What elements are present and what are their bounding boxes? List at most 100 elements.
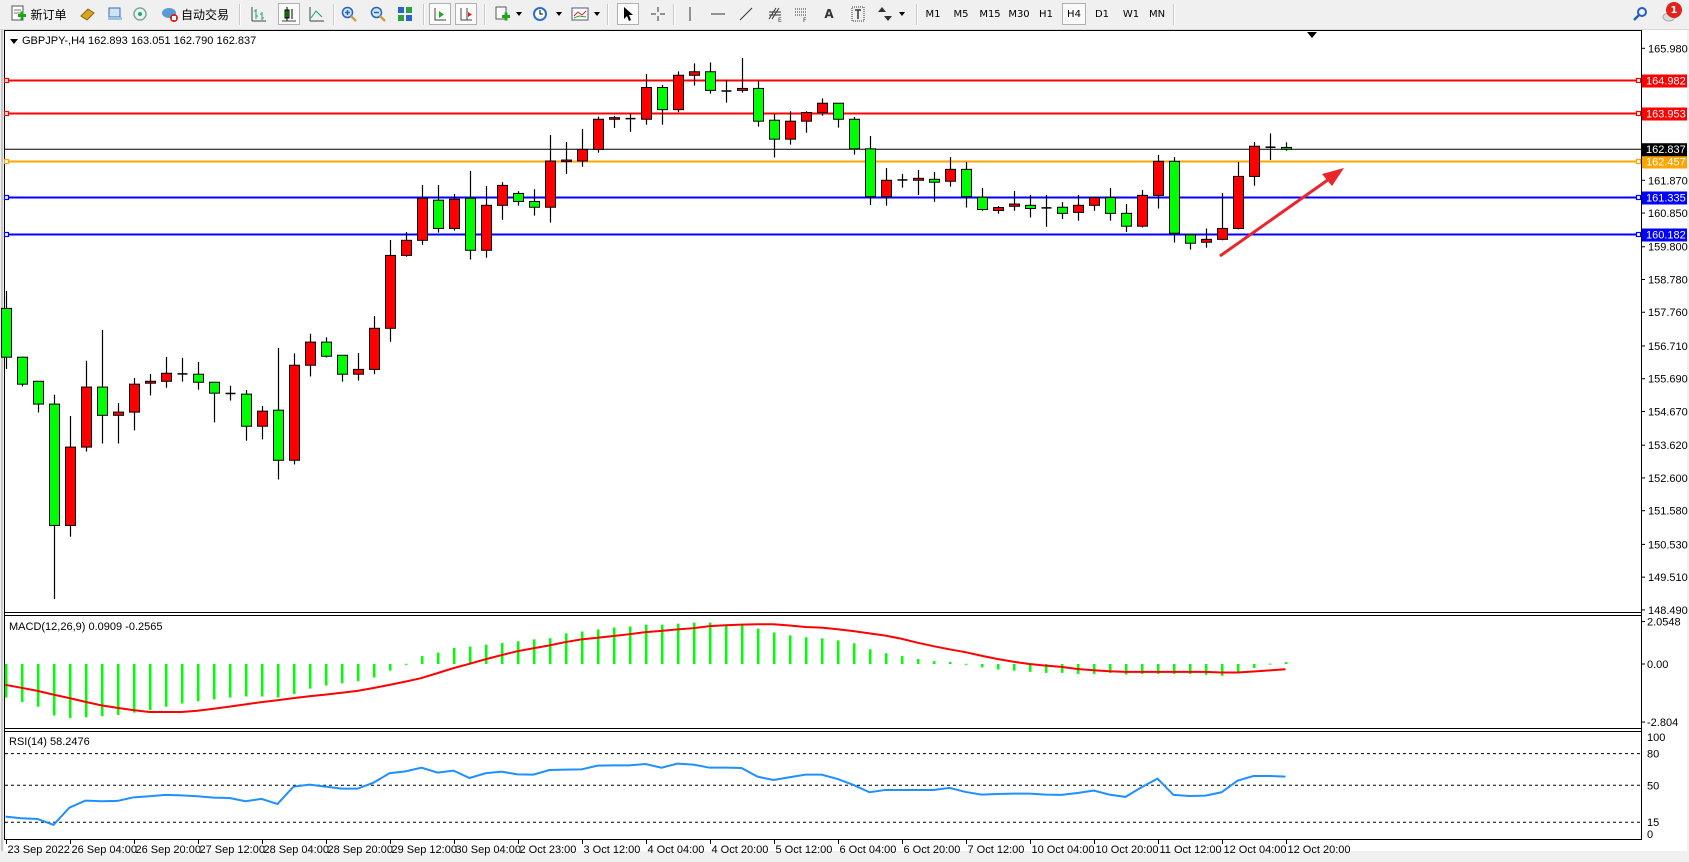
candle[interactable] — [945, 157, 956, 187]
candle[interactable] — [769, 114, 780, 158]
candle[interactable] — [833, 102, 844, 128]
candle[interactable] — [241, 389, 252, 441]
candle[interactable] — [1073, 195, 1084, 221]
candle[interactable] — [81, 360, 92, 452]
candle[interactable] — [753, 80, 764, 127]
candle[interactable] — [1041, 195, 1052, 227]
candle[interactable] — [433, 185, 444, 233]
candle[interactable] — [961, 161, 972, 208]
candle[interactable] — [337, 354, 348, 382]
text-button[interactable]: A — [819, 3, 839, 25]
candle[interactable] — [1105, 187, 1116, 221]
line-chart-button[interactable] — [307, 3, 327, 25]
arrows-dropdown[interactable] — [899, 12, 905, 16]
support-line[interactable] — [3, 194, 1642, 201]
timeframe-d1[interactable]: D1 — [1094, 8, 1110, 20]
candlestick-button[interactable] — [278, 3, 300, 25]
candle[interactable] — [657, 84, 668, 125]
candle[interactable] — [545, 134, 556, 223]
auto-scroll-button[interactable] — [429, 3, 451, 25]
cursor-button[interactable] — [617, 3, 639, 25]
timeframe-m15[interactable]: M15 — [979, 8, 1001, 20]
gold-button[interactable] — [77, 3, 97, 25]
candle[interactable] — [737, 57, 748, 93]
candle[interactable] — [289, 353, 300, 465]
candle[interactable] — [49, 394, 60, 599]
vertical-line-button[interactable] — [680, 3, 700, 25]
notification-badge[interactable]: 1 — [1666, 2, 1682, 18]
candle[interactable] — [497, 182, 508, 220]
candle[interactable] — [849, 117, 860, 155]
candle[interactable] — [689, 63, 700, 86]
candle[interactable] — [353, 353, 364, 381]
indicators-button[interactable] — [570, 3, 590, 25]
candle[interactable] — [417, 185, 428, 245]
timeframe-mn[interactable]: MN — [1148, 8, 1166, 20]
candle[interactable] — [273, 347, 284, 480]
candle[interactable] — [1137, 189, 1148, 228]
candle[interactable] — [801, 111, 812, 133]
candle[interactable] — [209, 381, 220, 423]
candle[interactable] — [129, 378, 140, 431]
candle[interactable] — [225, 385, 236, 401]
periods-dropdown[interactable] — [556, 12, 562, 16]
line-handle-right[interactable] — [1635, 77, 1642, 84]
periods-button[interactable] — [530, 3, 550, 25]
line-handle-left[interactable] — [3, 158, 10, 165]
candle[interactable] — [449, 194, 460, 231]
zoom-in-button[interactable] — [339, 3, 359, 25]
candle[interactable] — [641, 73, 652, 125]
line-handle-right[interactable] — [1635, 231, 1642, 238]
candle[interactable] — [1009, 190, 1020, 211]
candle[interactable] — [817, 98, 828, 116]
candle[interactable] — [193, 362, 204, 390]
candle[interactable] — [705, 62, 716, 94]
new-chart-dropdown[interactable] — [516, 12, 522, 16]
line-handle-left[interactable] — [3, 77, 10, 84]
candle[interactable] — [993, 205, 1004, 214]
horizontal-line-button[interactable] — [708, 3, 728, 25]
candle[interactable] — [1169, 157, 1180, 243]
new-chart-button[interactable] — [493, 3, 513, 25]
candle[interactable] — [529, 189, 540, 216]
candle[interactable] — [65, 415, 76, 537]
bar-chart-button[interactable] — [249, 3, 269, 25]
candle[interactable] — [385, 239, 396, 342]
candle[interactable] — [17, 356, 28, 387]
terminal-button[interactable] — [105, 3, 125, 25]
candle[interactable] — [1121, 204, 1132, 232]
candle[interactable] — [977, 187, 988, 211]
candle[interactable] — [929, 171, 940, 202]
crosshair-button[interactable] — [648, 3, 668, 25]
chart-header-triangle-icon[interactable] — [10, 39, 18, 44]
search-button[interactable] — [1630, 3, 1650, 25]
candle[interactable] — [561, 142, 572, 174]
candle[interactable] — [177, 357, 188, 382]
candle[interactable] — [577, 128, 588, 167]
signals-button[interactable] — [130, 3, 150, 25]
candle[interactable] — [465, 170, 476, 260]
line-handle-right[interactable] — [1635, 110, 1642, 117]
line-handle-right[interactable] — [1635, 158, 1642, 165]
line-handle-right[interactable] — [1635, 194, 1642, 201]
line-handle-left[interactable] — [3, 231, 10, 238]
candle[interactable] — [513, 191, 524, 206]
candle[interactable] — [673, 71, 684, 113]
candle[interactable] — [161, 356, 172, 388]
candle[interactable] — [1265, 133, 1276, 161]
zoom-out-button[interactable] — [368, 3, 388, 25]
candle[interactable] — [305, 333, 316, 377]
auto-trading-button[interactable]: 自动交易 — [158, 3, 232, 25]
arrows-button[interactable] — [875, 3, 895, 25]
candle[interactable] — [1089, 197, 1100, 211]
tile-windows-button[interactable] — [395, 3, 415, 25]
indicators-dropdown[interactable] — [594, 12, 600, 16]
candle[interactable] — [97, 329, 108, 444]
candle[interactable] — [1217, 193, 1228, 241]
candle[interactable] — [625, 113, 636, 132]
candle[interactable] — [1201, 228, 1212, 248]
timeframe-w1[interactable]: W1 — [1122, 8, 1140, 20]
candle[interactable] — [785, 111, 796, 145]
candle[interactable] — [401, 231, 412, 257]
